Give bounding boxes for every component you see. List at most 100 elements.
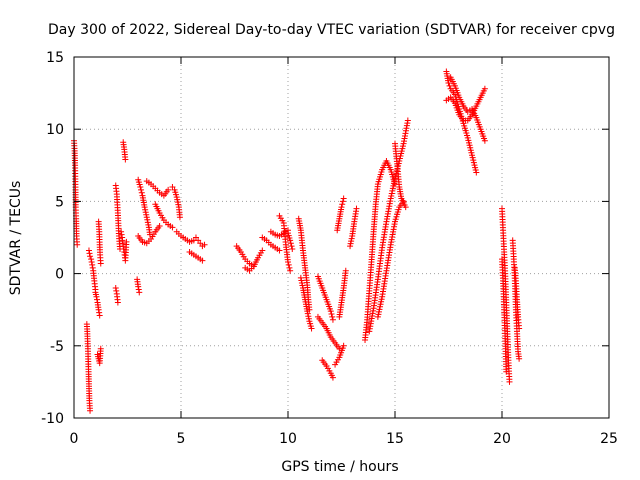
data-point xyxy=(353,205,360,212)
data-point xyxy=(175,201,182,208)
data-point xyxy=(96,309,103,316)
y-tick-label: 15 xyxy=(46,50,64,66)
data-point xyxy=(89,261,96,268)
data-series xyxy=(71,68,523,414)
data-point xyxy=(97,345,104,352)
x-tick-label: 5 xyxy=(177,431,186,447)
data-point xyxy=(298,279,305,286)
data-point xyxy=(138,189,145,196)
data-point xyxy=(481,85,488,92)
data-point xyxy=(96,312,103,319)
data-point xyxy=(137,183,144,190)
data-point xyxy=(378,296,385,303)
data-point xyxy=(287,267,294,274)
data-point xyxy=(327,308,334,315)
data-point xyxy=(142,209,149,216)
y-tick-label: 5 xyxy=(55,194,64,210)
data-point xyxy=(304,310,311,317)
axis-ticks: 0 5 10 15 20 25 -10 -5 0 5 10 15 xyxy=(41,50,618,447)
data-point xyxy=(113,287,120,294)
data-point xyxy=(74,241,81,248)
data-point xyxy=(145,221,152,228)
data-point xyxy=(112,285,119,292)
data-point xyxy=(473,169,480,176)
data-point xyxy=(89,264,96,271)
data-point xyxy=(156,222,163,229)
data-point xyxy=(347,240,354,247)
data-point xyxy=(286,264,293,271)
data-point xyxy=(201,241,208,248)
data-point xyxy=(174,196,181,203)
data-point xyxy=(143,214,150,221)
data-point xyxy=(387,195,394,202)
data-point xyxy=(391,177,398,184)
data-point xyxy=(123,238,130,245)
data-point xyxy=(404,117,411,124)
data-point xyxy=(389,185,396,192)
data-point xyxy=(176,214,183,221)
data-point xyxy=(169,224,176,231)
data-point xyxy=(144,219,151,226)
data-point xyxy=(339,201,346,208)
data-point xyxy=(375,311,382,318)
data-point xyxy=(402,204,409,211)
data-point xyxy=(377,301,384,308)
data-point xyxy=(94,296,101,303)
data-point xyxy=(165,186,172,193)
data-point xyxy=(342,267,349,274)
data-point xyxy=(348,235,355,242)
data-point xyxy=(299,282,306,289)
data-point xyxy=(375,308,382,315)
x-axis-label: GPS time / hours xyxy=(281,459,398,475)
data-point xyxy=(445,79,452,86)
x-tick-label: 0 xyxy=(70,431,79,447)
data-point xyxy=(136,289,143,296)
y-tick-label: -10 xyxy=(41,411,64,427)
data-point xyxy=(304,308,311,315)
data-point xyxy=(297,274,304,281)
data-point xyxy=(86,250,93,257)
data-point xyxy=(516,355,523,362)
data-point xyxy=(87,253,94,260)
data-point xyxy=(287,237,294,244)
data-point xyxy=(390,182,397,189)
data-point xyxy=(305,313,312,320)
data-point xyxy=(329,313,336,320)
data-point xyxy=(142,206,149,213)
y-axis-label: SDTVAR / TECUs xyxy=(8,181,24,296)
data-point xyxy=(506,378,513,385)
data-point xyxy=(135,286,142,293)
data-point xyxy=(348,238,355,245)
data-point xyxy=(516,325,523,332)
data-point xyxy=(329,316,336,323)
data-point xyxy=(308,325,315,332)
data-point xyxy=(377,303,384,310)
x-tick-label: 20 xyxy=(493,431,511,447)
data-point xyxy=(503,368,510,375)
data-point xyxy=(388,190,395,197)
data-point xyxy=(122,156,129,163)
y-tick-label: -5 xyxy=(50,339,64,355)
data-point xyxy=(93,293,100,300)
data-point xyxy=(388,192,395,199)
data-point xyxy=(173,194,180,201)
data-point xyxy=(340,195,347,202)
x-tick-label: 25 xyxy=(600,431,618,447)
data-point xyxy=(118,228,125,235)
data-point xyxy=(328,311,335,318)
data-point xyxy=(276,247,283,254)
data-point xyxy=(88,256,95,263)
data-point xyxy=(141,204,148,211)
data-point xyxy=(143,211,150,218)
data-point xyxy=(118,231,125,238)
data-point xyxy=(114,299,121,306)
data-point xyxy=(120,243,127,250)
data-point xyxy=(95,306,102,313)
data-point xyxy=(287,240,294,247)
data-point xyxy=(378,298,385,305)
data-point xyxy=(289,246,296,253)
data-point xyxy=(199,257,206,264)
data-point xyxy=(481,137,488,144)
